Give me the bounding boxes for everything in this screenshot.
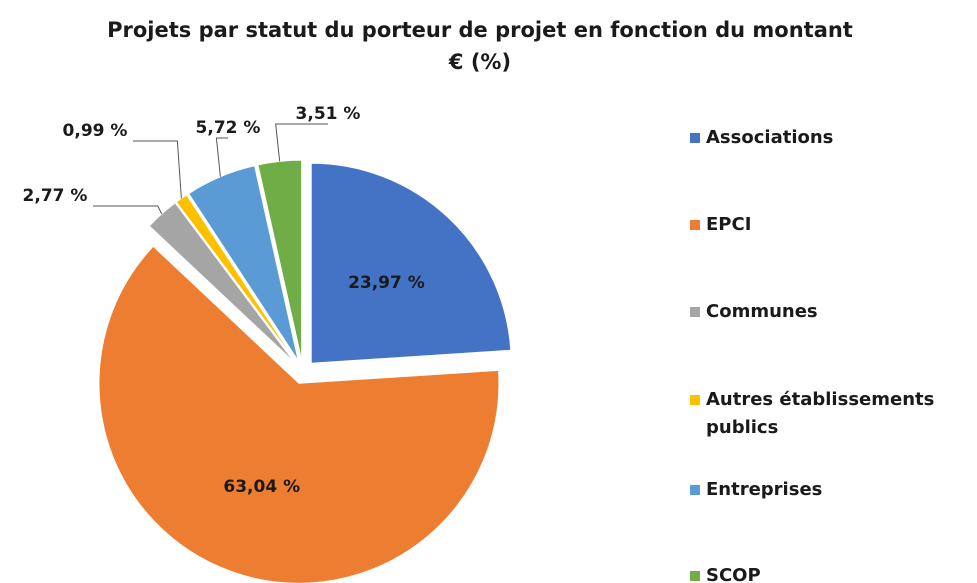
legend-swatch <box>690 307 700 317</box>
data-label: 0,99 % <box>63 121 128 141</box>
legend-swatch <box>690 395 700 405</box>
pie-slice <box>188 165 299 362</box>
legend-label: Communes <box>706 301 818 322</box>
legend-swatch <box>690 485 700 495</box>
legend-label: Autres établissements publics <box>706 389 935 438</box>
data-label: 63,04 % <box>223 477 300 497</box>
legend-item: Entreprises <box>690 476 977 504</box>
legend-label: Entreprises <box>706 479 823 500</box>
legend-swatch <box>690 571 700 581</box>
legend-item: SCOP <box>690 562 977 583</box>
data-label: 5,72 % <box>196 118 261 138</box>
legend-swatch <box>690 133 700 143</box>
chart-title: Projets par statut du porteur de projet … <box>107 18 853 74</box>
legend-item: EPCI <box>690 211 977 239</box>
legend-item: Autres établissements publics <box>690 386 977 442</box>
legend-label: Associations <box>706 127 834 148</box>
pie-slice <box>98 245 500 583</box>
legend-swatch <box>690 220 700 230</box>
data-label: 23,97 % <box>348 273 425 293</box>
leader-line <box>93 205 163 215</box>
pie-slice <box>257 159 303 361</box>
leader-line <box>215 137 228 177</box>
legend-item: Communes <box>690 298 977 326</box>
legend-item: Associations <box>690 124 977 152</box>
legend-label: SCOP <box>706 565 761 583</box>
data-label: 2,77 % <box>23 186 88 206</box>
legend-label: EPCI <box>706 214 752 235</box>
leader-line <box>275 123 328 162</box>
leader-line <box>133 140 182 199</box>
data-label: 3,51 % <box>296 104 361 124</box>
pie-slice <box>310 162 512 364</box>
